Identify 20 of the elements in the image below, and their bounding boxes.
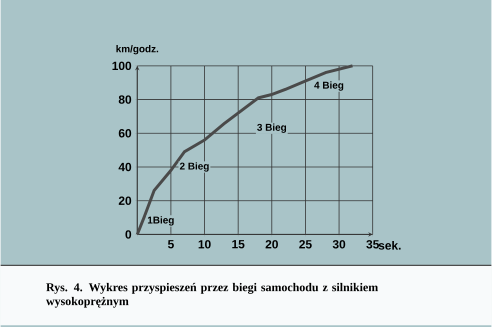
x-tick-label: 20 xyxy=(266,240,278,248)
y-tick-label: 80 xyxy=(118,95,132,104)
annotation: 1Bieg xyxy=(148,216,174,226)
x-axis-title: sek. xyxy=(378,240,401,250)
y-tick-label: 60 xyxy=(118,128,132,138)
x-tick-label: 30 xyxy=(332,240,346,248)
y-tick-label: 100 xyxy=(112,62,132,70)
y-tick-label: 20 xyxy=(118,196,132,205)
x-tick-label: 15 xyxy=(232,240,244,248)
y-tick-label: 40 xyxy=(118,162,132,172)
x-tick-label: 5 xyxy=(168,240,174,248)
x-tick-label: 10 xyxy=(198,240,211,248)
annotation: 3 Bieg xyxy=(257,123,286,133)
text: Rys. 4. Wykres przyspieszeń przez biegi samochodu z silnikiem wysokoprężnym xyxy=(46,282,378,308)
annotation: 4 Bieg xyxy=(314,81,344,91)
y-axis-title: km/godz. xyxy=(116,44,158,54)
annotation: 2 Bieg xyxy=(180,162,209,172)
x-tick-label: 25 xyxy=(299,240,312,248)
x-tick-label: 35 xyxy=(366,240,379,248)
y-tick-label: 0 xyxy=(125,230,132,239)
